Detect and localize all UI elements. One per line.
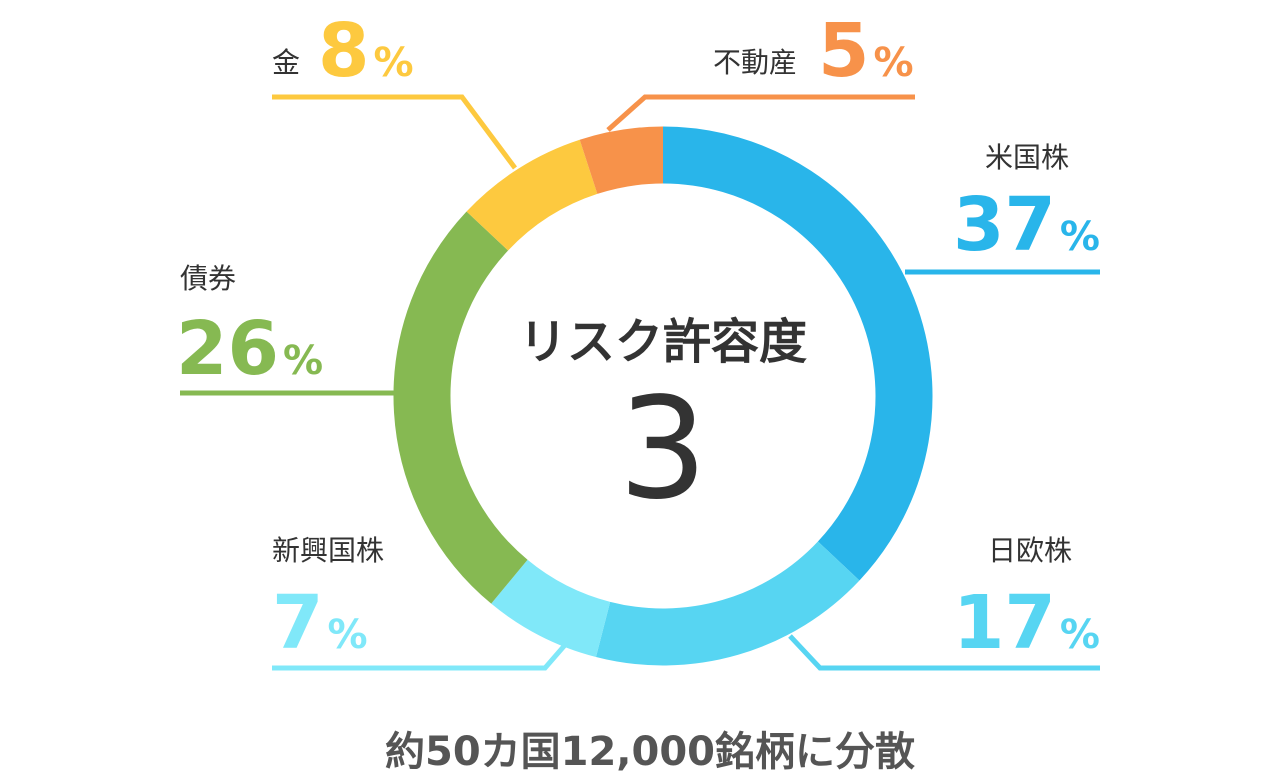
leader-line [788,634,1100,671]
donut-segment [595,541,860,666]
value-label: 5% [818,8,914,94]
value-label: 26% [176,306,323,392]
value-label: 17% [953,580,1100,666]
value-label: 37% [953,182,1100,268]
leader-line [272,643,567,671]
value-label: 7% [272,580,368,666]
center-title: リスク許容度 [519,314,807,370]
donut-segment [491,559,611,658]
donut-segment [393,211,528,604]
category-label: 不動産 [713,46,797,79]
category-label: 新興国株 [272,534,384,567]
value-label: 8% [318,8,414,94]
center-value: 3 [618,368,707,531]
category-label: 米国株 [985,141,1069,174]
leader-line [272,94,518,170]
category-label: 債券 [180,262,236,295]
caption: 約50カ国12,000銘柄に分散 [385,729,915,775]
donut-segment [466,139,598,251]
category-label: 日欧株 [988,534,1072,567]
donut-segment [662,126,933,581]
category-label: 金 [272,46,300,79]
donut-segment [579,126,664,195]
leader-line [606,94,915,132]
